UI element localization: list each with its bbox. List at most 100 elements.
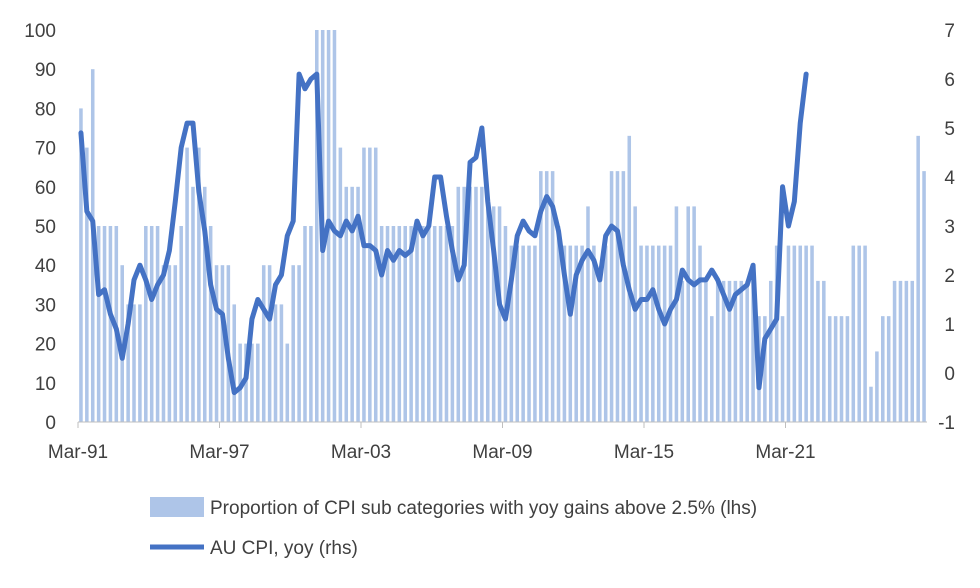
bar [863,245,867,422]
x-tick-label: Mar-15 [614,442,674,463]
bar [881,316,885,422]
bar [256,343,260,422]
bar [822,280,826,422]
bar [827,316,832,422]
bar [503,226,508,422]
bar [916,135,920,422]
bar [910,280,915,422]
bar [208,226,213,422]
bar [468,186,472,422]
bar [350,186,354,422]
bar [574,245,578,422]
bar [556,226,561,422]
bar [763,316,767,422]
bar [710,316,714,422]
bar [373,147,378,422]
bar [485,206,490,422]
bar [309,226,313,422]
bar [774,245,779,422]
left-y-tick-label: 10 [35,374,56,395]
bar [721,280,726,422]
bar [645,245,649,422]
bar [161,265,166,422]
bar [480,186,484,422]
bar [126,304,130,422]
left-y-tick-label: 50 [35,217,56,238]
bar [297,265,301,422]
bar [474,186,478,422]
bar [96,226,101,422]
bar [385,226,390,422]
bar [810,245,814,422]
left-y-tick-label: 70 [35,139,56,160]
bar [798,245,803,422]
bar [851,245,856,422]
right-y-axis: -1 0 1 2 3 4 5 6 7 [938,21,955,434]
bar [338,147,343,422]
bar [898,280,903,422]
left-y-tick-label: 60 [35,178,56,199]
x-tick-label: Mar-09 [472,442,532,463]
right-y-tick-label: 3 [944,217,955,238]
legend: Proportion of CPI sub categories with yo… [150,497,757,559]
bar [751,280,755,422]
bar [792,245,797,422]
bar [857,245,861,422]
bar [379,226,384,422]
bar [592,245,596,422]
bar [768,280,773,422]
bar [533,245,537,422]
bar [79,108,83,423]
bar [191,186,195,422]
bar [904,280,909,422]
bar [220,265,225,422]
bar [462,186,466,422]
bar [315,30,319,422]
right-y-tick-label: 1 [944,315,955,336]
bar [456,186,461,422]
left-y-tick-label: 30 [35,295,56,316]
bar [444,226,449,422]
bar [450,226,455,422]
bar [515,245,520,422]
bar [609,171,614,422]
bar [892,280,897,422]
bar [179,226,183,422]
bar [527,245,531,422]
bar [733,280,738,422]
bar [739,280,744,422]
left-y-tick-label: 90 [35,60,56,81]
right-y-tick-label: 4 [944,168,955,189]
bar [368,147,372,422]
bar [580,245,584,422]
bar [627,135,632,422]
bar [621,171,626,422]
bar [291,265,295,422]
bar [875,351,879,422]
bar [869,386,873,422]
bar [427,226,431,422]
line-series [78,71,809,396]
x-tick-label: Mar-21 [755,442,815,463]
bar [173,265,178,422]
bar [686,206,690,422]
bar [615,171,620,422]
bar [415,226,419,422]
bar [438,226,443,422]
bar [261,265,266,422]
bar [804,245,808,422]
bar [698,245,702,422]
bar [279,304,284,422]
bar [362,147,366,422]
left-y-tick-label: 100 [24,21,56,42]
right-y-tick-label: 6 [944,70,955,91]
bar [232,304,237,422]
left-y-tick-label: 20 [35,335,56,356]
bar [668,245,673,422]
bar [639,245,643,422]
x-tick-label: Mar-03 [331,442,391,463]
bar [562,245,567,422]
bar [285,343,290,422]
bar [421,226,425,422]
bar [267,265,272,422]
